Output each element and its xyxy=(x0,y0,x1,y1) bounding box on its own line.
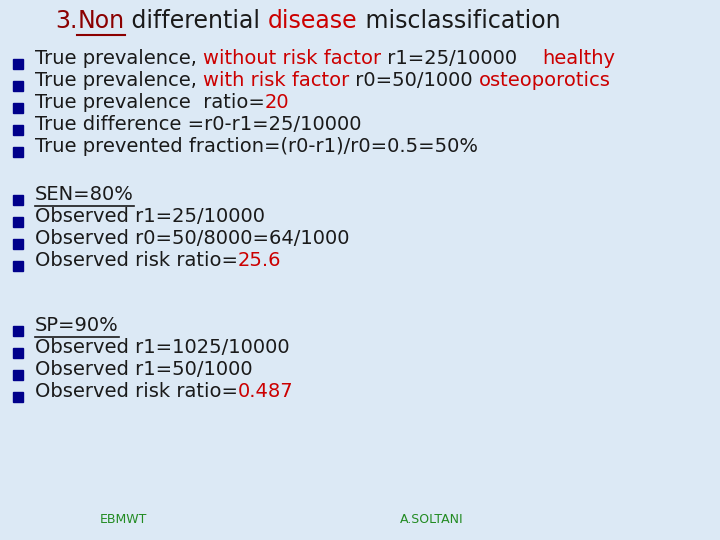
Text: True prevalence,: True prevalence, xyxy=(35,71,203,90)
Text: True prevalence,: True prevalence, xyxy=(35,49,203,68)
Text: 25.6: 25.6 xyxy=(238,251,282,270)
Text: without risk factor: without risk factor xyxy=(203,49,382,68)
Text: A.SOLTANI: A.SOLTANI xyxy=(400,513,464,526)
Text: disease: disease xyxy=(268,9,358,33)
Text: Observed risk ratio=: Observed risk ratio= xyxy=(35,251,238,270)
Text: True prevented fraction=(r0-r1)/r0=0.5=50%: True prevented fraction=(r0-r1)/r0=0.5=5… xyxy=(35,137,478,156)
Text: 3.: 3. xyxy=(55,9,77,33)
Text: Observed r1=1025/10000: Observed r1=1025/10000 xyxy=(35,338,289,357)
Text: differential: differential xyxy=(125,9,268,33)
Text: osteoporotics: osteoporotics xyxy=(480,71,611,90)
Text: Observed r1=25/10000: Observed r1=25/10000 xyxy=(35,207,265,226)
Text: True prevalence  ratio=: True prevalence ratio= xyxy=(35,93,265,112)
Text: misclassification: misclassification xyxy=(358,9,560,33)
Text: r1=25/10000: r1=25/10000 xyxy=(382,49,542,68)
Text: Observed r0=50/8000=64/1000: Observed r0=50/8000=64/1000 xyxy=(35,229,349,248)
Text: Observed r1=50/1000: Observed r1=50/1000 xyxy=(35,360,253,379)
Text: 0.487: 0.487 xyxy=(238,382,294,401)
Text: 20: 20 xyxy=(265,93,289,112)
Text: 3.: 3. xyxy=(55,9,77,33)
Text: healthy: healthy xyxy=(542,49,616,68)
Text: Non: Non xyxy=(77,9,125,33)
Text: SP=90%: SP=90% xyxy=(35,316,119,335)
Text: SEN=80%: SEN=80% xyxy=(35,185,134,204)
Text: Observed risk ratio=: Observed risk ratio= xyxy=(35,382,238,401)
Text: EBMWT: EBMWT xyxy=(100,513,148,526)
Text: r0=50/1000: r0=50/1000 xyxy=(349,71,480,90)
Text: with risk factor: with risk factor xyxy=(203,71,349,90)
Text: True difference =r0-r1=25/10000: True difference =r0-r1=25/10000 xyxy=(35,115,361,134)
